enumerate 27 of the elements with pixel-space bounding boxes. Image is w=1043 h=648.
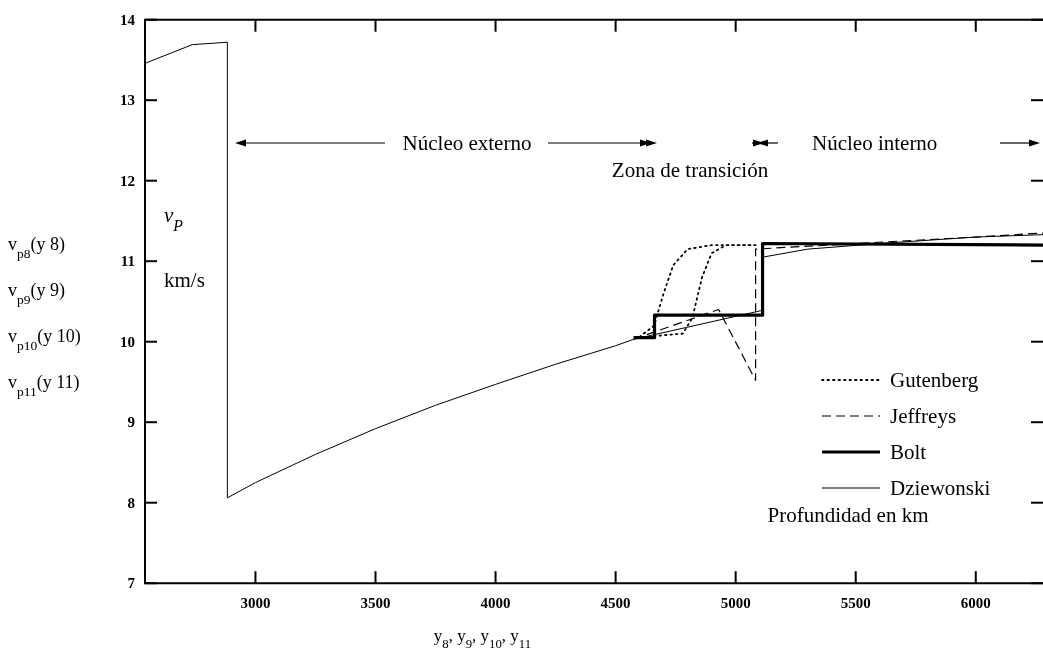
y-tick-label: 7 [127, 575, 136, 592]
y-tick-label: 10 [120, 333, 135, 350]
x-axis-title: y$_{8}$, y$_{9}$, y$_{10}$, y$_{11}$ [433, 626, 532, 648]
annotation: Zona de transición [611, 158, 769, 182]
x-tick-label: 4000 [480, 595, 511, 612]
x-tick-label: 5000 [720, 595, 751, 612]
x-tick-label: 6000 [960, 595, 991, 612]
annotation: Profundidad en km [767, 503, 929, 527]
y-tick-label: 9 [127, 414, 135, 431]
y-tick-label: 13 [120, 92, 135, 109]
x-tick-label: 3000 [240, 595, 271, 612]
legend-label: Gutenberg [890, 368, 979, 392]
y-tick-label: 8 [127, 494, 135, 511]
y-tick-label: 14 [120, 11, 136, 28]
annotation: km/s [164, 268, 205, 292]
legend-label: Jeffreys [890, 404, 957, 428]
legend-label: Dziewonski [890, 476, 991, 500]
y-tick-label: 11 [120, 253, 135, 270]
text: v$_{p8}$(y 8) v$_{p9}$(y 9) v$_{p10}$(y 10) v$_{p11}$(y 11) [8, 234, 81, 399]
annotation: v$_{P}$ [164, 203, 184, 234]
x-tick-label: 3500 [360, 595, 391, 612]
legend-label: Bolt [890, 440, 927, 464]
annotation: Núcleo externo [402, 131, 532, 155]
x-tick-label: 5500 [840, 595, 871, 612]
annotation: Núcleo interno [812, 131, 938, 155]
y-tick-label: 12 [120, 172, 135, 189]
x-tick-label: 4500 [600, 595, 631, 612]
